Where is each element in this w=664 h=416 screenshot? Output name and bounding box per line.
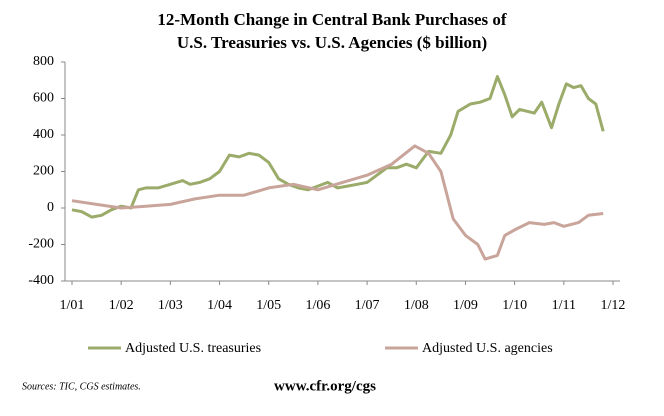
url: www.cfr.org/cgs	[274, 378, 376, 394]
legend-label: Adjusted U.S. treasuries	[125, 341, 261, 356]
x-tick-label: 1/05	[256, 298, 281, 313]
series-line	[71, 144, 604, 261]
series-line	[71, 75, 605, 219]
x-tick-label: 1/03	[158, 298, 183, 313]
y-tick-label: 400	[33, 127, 54, 142]
x-tick-label: 1/04	[207, 298, 232, 313]
x-tick-label: 1/09	[453, 298, 478, 313]
y-tick-label: 200	[33, 164, 54, 179]
x-tick-label: 1/06	[305, 298, 330, 313]
x-tick-label: 1/01	[60, 298, 85, 313]
x-tick-label: 1/08	[404, 298, 429, 313]
x-tick-label: 1/02	[109, 298, 134, 313]
y-tick-label: -200	[28, 237, 54, 252]
x-tick-label: 1/10	[502, 298, 527, 313]
y-tick-label: 600	[33, 91, 54, 106]
x-tick-label: 1/12	[601, 298, 626, 313]
source: Sources: TIC, CGS estimates.	[22, 381, 141, 392]
legend-label: Adjusted U.S. agencies	[422, 341, 553, 356]
y-tick-label: 800	[33, 54, 54, 69]
x-tick-label: 1/07	[355, 298, 380, 313]
chart-subtitle: U.S. Treasuries vs. U.S. Agencies ($ bil…	[177, 33, 487, 52]
chart-title: 12-Month Change in Central Bank Purchase…	[157, 10, 506, 29]
x-tick-label: 1/11	[552, 298, 576, 313]
y-tick-label: -400	[28, 273, 54, 288]
y-tick-label: 0	[47, 200, 54, 215]
